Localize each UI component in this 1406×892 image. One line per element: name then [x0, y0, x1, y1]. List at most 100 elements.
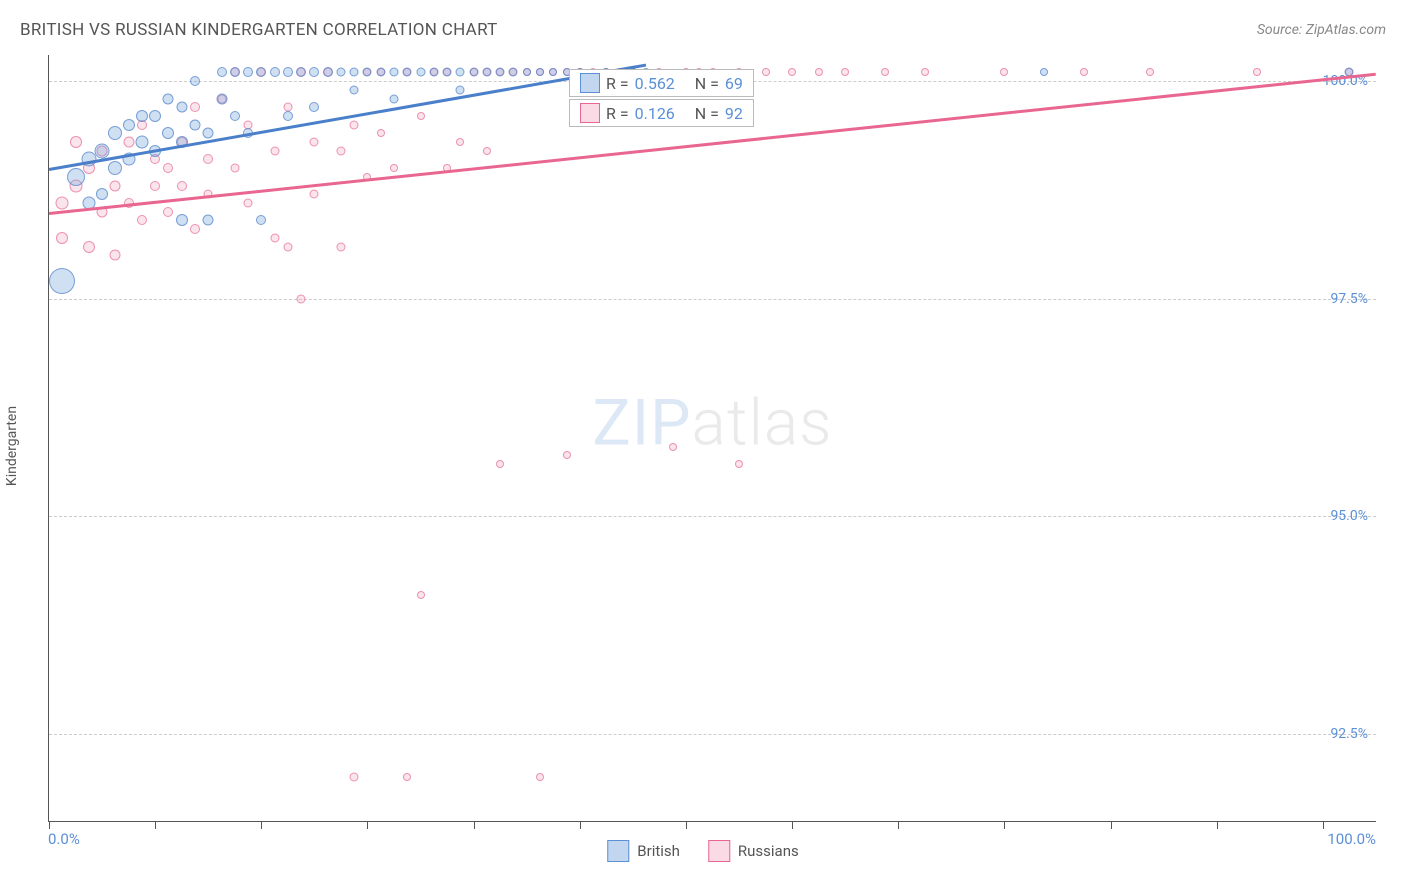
- data-point-russian: [496, 460, 504, 468]
- data-point-british: [108, 161, 122, 175]
- data-point-british: [350, 85, 359, 94]
- data-point-british: [163, 93, 174, 104]
- data-point-russian: [788, 68, 796, 76]
- data-point-british: [230, 111, 240, 121]
- legend: British Russians: [607, 840, 798, 862]
- data-point-russian: [1080, 68, 1088, 76]
- legend-label-russians: Russians: [738, 842, 799, 860]
- data-point-british: [309, 67, 319, 77]
- data-point-russian: [244, 198, 253, 207]
- data-point-british: [216, 93, 227, 104]
- data-point-russian: [377, 129, 385, 137]
- plot-area: ZIPatlas 100.0%97.5%95.0%92.5%R =0.562 N…: [48, 55, 1376, 822]
- data-point-russian: [110, 250, 121, 261]
- legend-british: British: [607, 840, 680, 862]
- x-tick: [898, 821, 899, 829]
- watermark-zip: ZIP: [592, 385, 691, 460]
- stat-r-label: R =: [606, 74, 629, 93]
- data-point-russian: [735, 460, 743, 468]
- data-point-british: [496, 68, 505, 77]
- data-point-russian: [163, 207, 173, 217]
- legend-swatch-russians: [708, 840, 730, 862]
- data-point-russian: [270, 233, 279, 242]
- data-point-russian: [70, 136, 82, 148]
- data-point-russian: [417, 591, 425, 599]
- stat-n-label: N =: [695, 104, 719, 123]
- stat-swatch: [580, 103, 600, 123]
- data-point-british: [108, 126, 122, 140]
- legend-russians: Russians: [708, 840, 799, 862]
- x-tick: [49, 821, 50, 829]
- chart-area: ZIPatlas 100.0%97.5%95.0%92.5%R =0.562 N…: [48, 55, 1376, 822]
- data-point-british: [482, 68, 491, 77]
- x-tick: [686, 821, 687, 829]
- legend-label-british: British: [637, 842, 680, 860]
- data-point-russian: [1000, 68, 1008, 76]
- chart-header: BRITISH VS RUSSIAN KINDERGARTEN CORRELAT…: [20, 20, 1386, 40]
- data-point-russian: [270, 146, 279, 155]
- stat-swatch: [580, 73, 600, 93]
- data-point-russian: [921, 68, 929, 76]
- data-point-russian: [190, 224, 200, 234]
- data-point-british: [95, 143, 110, 158]
- data-point-russian: [390, 164, 398, 172]
- x-tick: [155, 821, 156, 829]
- data-point-british: [270, 67, 280, 77]
- data-point-british: [390, 94, 399, 103]
- data-point-british: [363, 68, 372, 77]
- data-point-russian: [483, 147, 491, 155]
- y-tick-label: 92.5%: [1330, 726, 1368, 742]
- data-point-british: [429, 68, 438, 77]
- legend-swatch-british: [607, 840, 629, 862]
- x-tick: [474, 821, 475, 829]
- data-point-russian: [110, 180, 121, 191]
- data-point-british: [96, 188, 108, 200]
- x-tick: [367, 821, 368, 829]
- data-point-british: [149, 110, 161, 122]
- data-point-russian: [456, 138, 464, 146]
- y-tick-label: 97.5%: [1330, 291, 1368, 307]
- gridline: [49, 734, 1376, 735]
- gridline: [49, 299, 1376, 300]
- x-tick: [792, 821, 793, 829]
- chart-title: BRITISH VS RUSSIAN KINDERGARTEN CORRELAT…: [20, 20, 498, 40]
- data-point-russian: [190, 102, 200, 112]
- data-point-russian: [350, 773, 359, 782]
- data-point-british: [283, 111, 293, 121]
- x-tick: [580, 821, 581, 829]
- data-point-russian: [283, 242, 292, 251]
- data-point-russian: [310, 190, 319, 199]
- data-point-russian: [762, 68, 770, 76]
- data-point-russian: [1146, 68, 1154, 76]
- stat-box-russian: R =0.126 N =92: [569, 99, 754, 127]
- stat-n-value: 92: [725, 104, 743, 123]
- data-point-british: [230, 67, 240, 77]
- data-point-russian: [417, 112, 425, 120]
- data-point-british: [456, 85, 465, 94]
- y-axis-label: Kindergarten: [4, 406, 20, 486]
- data-point-russian: [83, 241, 95, 253]
- data-point-russian: [669, 443, 677, 451]
- data-point-russian: [536, 773, 544, 781]
- x-tick: [1111, 821, 1112, 829]
- x-axis-min-label: 0.0%: [48, 830, 80, 848]
- data-point-russian: [403, 773, 411, 781]
- data-point-british: [49, 268, 75, 294]
- data-point-british: [1040, 68, 1048, 76]
- data-point-british: [323, 67, 333, 77]
- data-point-british: [217, 67, 227, 77]
- stat-r-value: 0.562: [635, 74, 675, 93]
- data-point-british: [176, 214, 188, 226]
- data-point-british: [296, 67, 306, 77]
- data-point-british: [376, 68, 385, 77]
- data-point-british: [549, 68, 557, 76]
- data-point-british: [162, 127, 174, 139]
- data-point-british: [309, 102, 319, 112]
- data-point-russian: [203, 154, 213, 164]
- data-point-british: [135, 136, 148, 149]
- data-point-russian: [841, 68, 849, 76]
- data-point-russian: [163, 163, 173, 173]
- data-point-british: [456, 68, 465, 77]
- data-point-british: [523, 68, 531, 76]
- data-point-british: [416, 68, 425, 77]
